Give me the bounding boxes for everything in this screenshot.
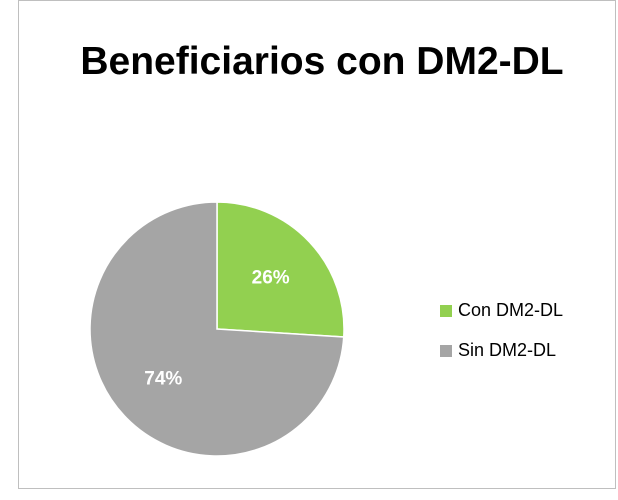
data-label: 26% xyxy=(252,268,290,289)
legend-label: Con DM2-DL xyxy=(458,300,563,320)
data-label: 74% xyxy=(144,368,182,389)
legend-swatch xyxy=(440,345,452,357)
legend-swatch xyxy=(440,305,452,317)
chart-title: Beneficiarios con DM2-DL xyxy=(80,40,564,83)
pie-slice xyxy=(89,201,345,457)
legend-label: Sin DM2-DL xyxy=(458,340,556,360)
pie-slice xyxy=(216,201,345,338)
